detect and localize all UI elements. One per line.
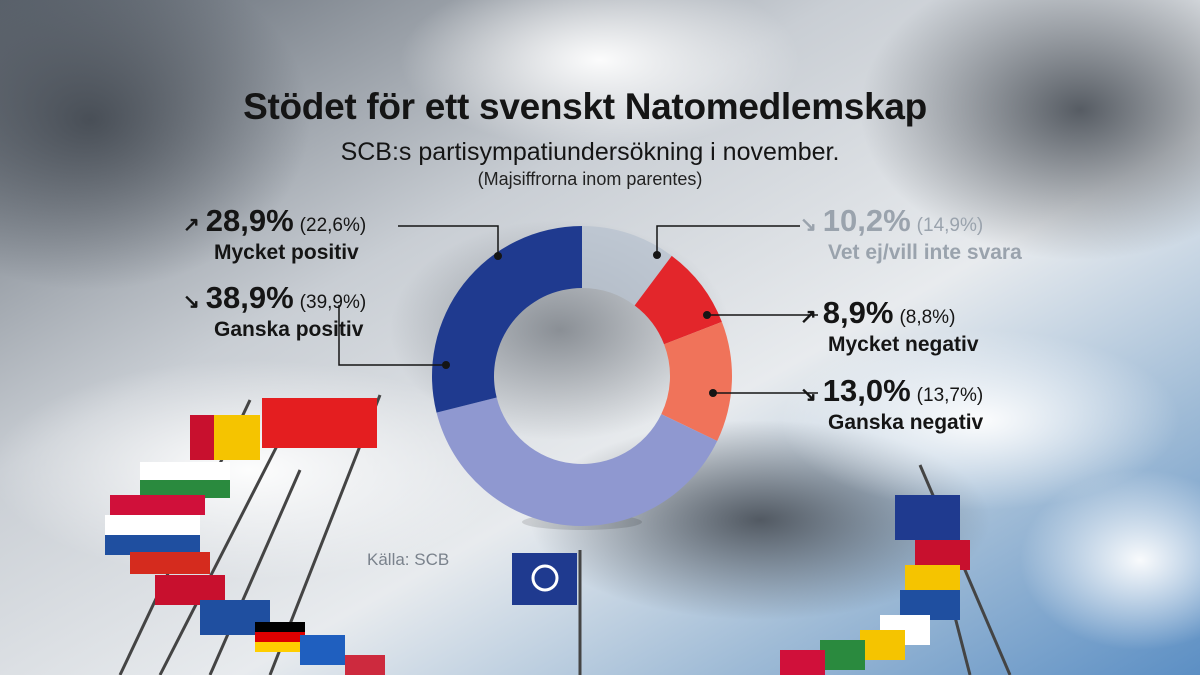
- leader-dot-vet-ej: [653, 251, 661, 259]
- value-mycket-positiv: 28,9%: [205, 203, 294, 238]
- previous-ganska-positiv: (39,9%): [299, 292, 367, 313]
- value-ganska-positiv: 38,9%: [205, 280, 294, 315]
- leader-line-vet-ej: [656, 225, 800, 255]
- previous-mycket-negativ: (8,8%): [899, 307, 956, 328]
- label-ganska-positiv: ↘ 38,9% (39,9%) Ganska positiv: [183, 280, 366, 342]
- chart-note: (Majsiffrorna inom parentes): [477, 169, 703, 189]
- category-mycket-negativ: Mycket negativ: [828, 333, 979, 356]
- leader-dot-ganska-negativ: [709, 389, 717, 397]
- leader-line-ganska-positiv: [338, 305, 446, 366]
- value-vet-ej: 10,2%: [822, 203, 911, 238]
- value-mycket-negativ: 8,9%: [822, 295, 894, 330]
- arrow-down-icon: ↘: [800, 384, 817, 406]
- value-ganska-negativ: 13,0%: [822, 373, 911, 408]
- donut-slice-ganska-positiv: [436, 397, 718, 526]
- leader-dot-mycket-negativ: [703, 311, 711, 319]
- leader-line-mycket-positiv: [398, 225, 499, 256]
- donut-slice-ganska-negativ: [661, 321, 732, 441]
- leader-dot-mycket-positiv: [494, 252, 502, 260]
- label-mycket-negativ: ↗ 8,9% (8,8%) Mycket negativ: [800, 295, 979, 357]
- source-label: Källa: SCB: [367, 550, 450, 569]
- donut-slice-mycket-negativ: [634, 255, 722, 345]
- category-ganska-positiv: Ganska positiv: [214, 318, 364, 341]
- label-ganska-negativ: ↘ 13,0% (13,7%) Ganska negativ: [800, 373, 983, 435]
- label-mycket-positiv: ↗ 28,9% (22,6%) Mycket positiv: [183, 203, 366, 265]
- category-ganska-negativ: Ganska negativ: [828, 411, 984, 434]
- chart-subtitle: SCB:s partisympatiundersökning i novembe…: [340, 138, 840, 166]
- previous-mycket-positiv: (22,6%): [299, 215, 367, 236]
- category-vet-ej: Vet ej/vill inte svara: [828, 241, 1022, 264]
- previous-ganska-negativ: (13,7%): [916, 385, 984, 406]
- arrow-down-icon: ↘: [183, 291, 200, 313]
- donut-slice-mycket-positiv: [432, 226, 582, 413]
- arrow-up-icon: ↗: [800, 306, 817, 328]
- previous-vet-ej: (14,9%): [916, 215, 984, 236]
- leader-dot-ganska-positiv: [442, 361, 450, 369]
- chart-title: Stödet för ett svenskt Natomedlemskap: [243, 86, 927, 127]
- category-mycket-positiv: Mycket positiv: [214, 241, 359, 264]
- donut-slice-vet-ej-vill-inte-svara: [582, 226, 672, 306]
- arrow-down-icon: ↘: [800, 214, 817, 236]
- arrow-up-icon: ↗: [183, 214, 200, 236]
- label-vet-ej: ↘ 10,2% (14,9%) Vet ej/vill inte svara: [800, 203, 1022, 265]
